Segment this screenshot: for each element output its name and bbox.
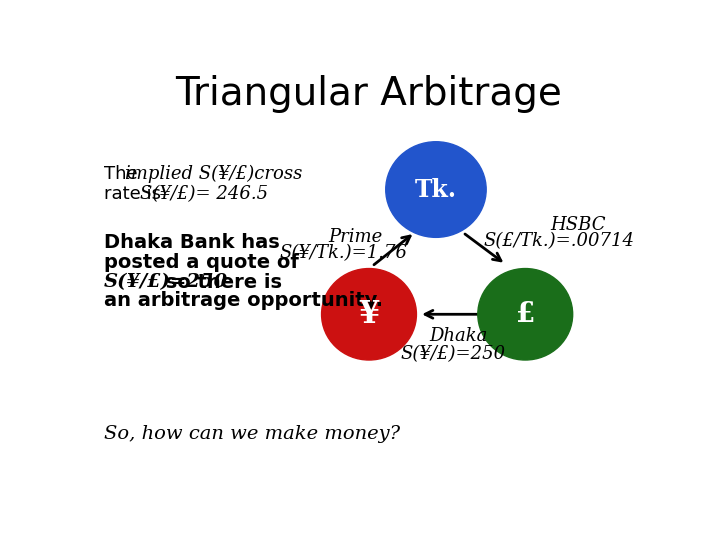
Text: so there is: so there is	[158, 273, 282, 292]
Text: S(¥/£)=250: S(¥/£)=250	[400, 345, 505, 363]
Text: posted a quote of: posted a quote of	[104, 253, 299, 272]
Text: Triangular Arbitrage: Triangular Arbitrage	[176, 75, 562, 113]
Text: HSBC: HSBC	[551, 216, 606, 234]
Text: S(¥/£)=250: S(¥/£)=250	[104, 273, 228, 291]
Ellipse shape	[322, 268, 416, 360]
Text: The: The	[104, 165, 143, 183]
Text: an arbitrage opportunity.: an arbitrage opportunity.	[104, 292, 383, 310]
Text: implied S(¥/£)cross: implied S(¥/£)cross	[125, 165, 302, 183]
Ellipse shape	[478, 268, 572, 360]
Ellipse shape	[386, 141, 486, 238]
Text: S(¥/£)= 246.5: S(¥/£)= 246.5	[140, 185, 268, 204]
Text: S(¥/Tk.)=1.76: S(¥/Tk.)=1.76	[280, 244, 408, 262]
Text: So, how can we make money?: So, how can we make money?	[104, 425, 400, 443]
Text: S(£/Tk.)=.00714: S(£/Tk.)=.00714	[483, 233, 634, 251]
Text: Dhaka Bank has: Dhaka Bank has	[104, 233, 279, 252]
Text: £: £	[516, 301, 535, 328]
Text: rate is: rate is	[104, 185, 167, 204]
Text: Dhaka: Dhaka	[429, 327, 487, 345]
Text: Prime: Prime	[328, 228, 382, 246]
Text: ¥: ¥	[359, 299, 379, 330]
Text: Tk.: Tk.	[415, 178, 457, 201]
